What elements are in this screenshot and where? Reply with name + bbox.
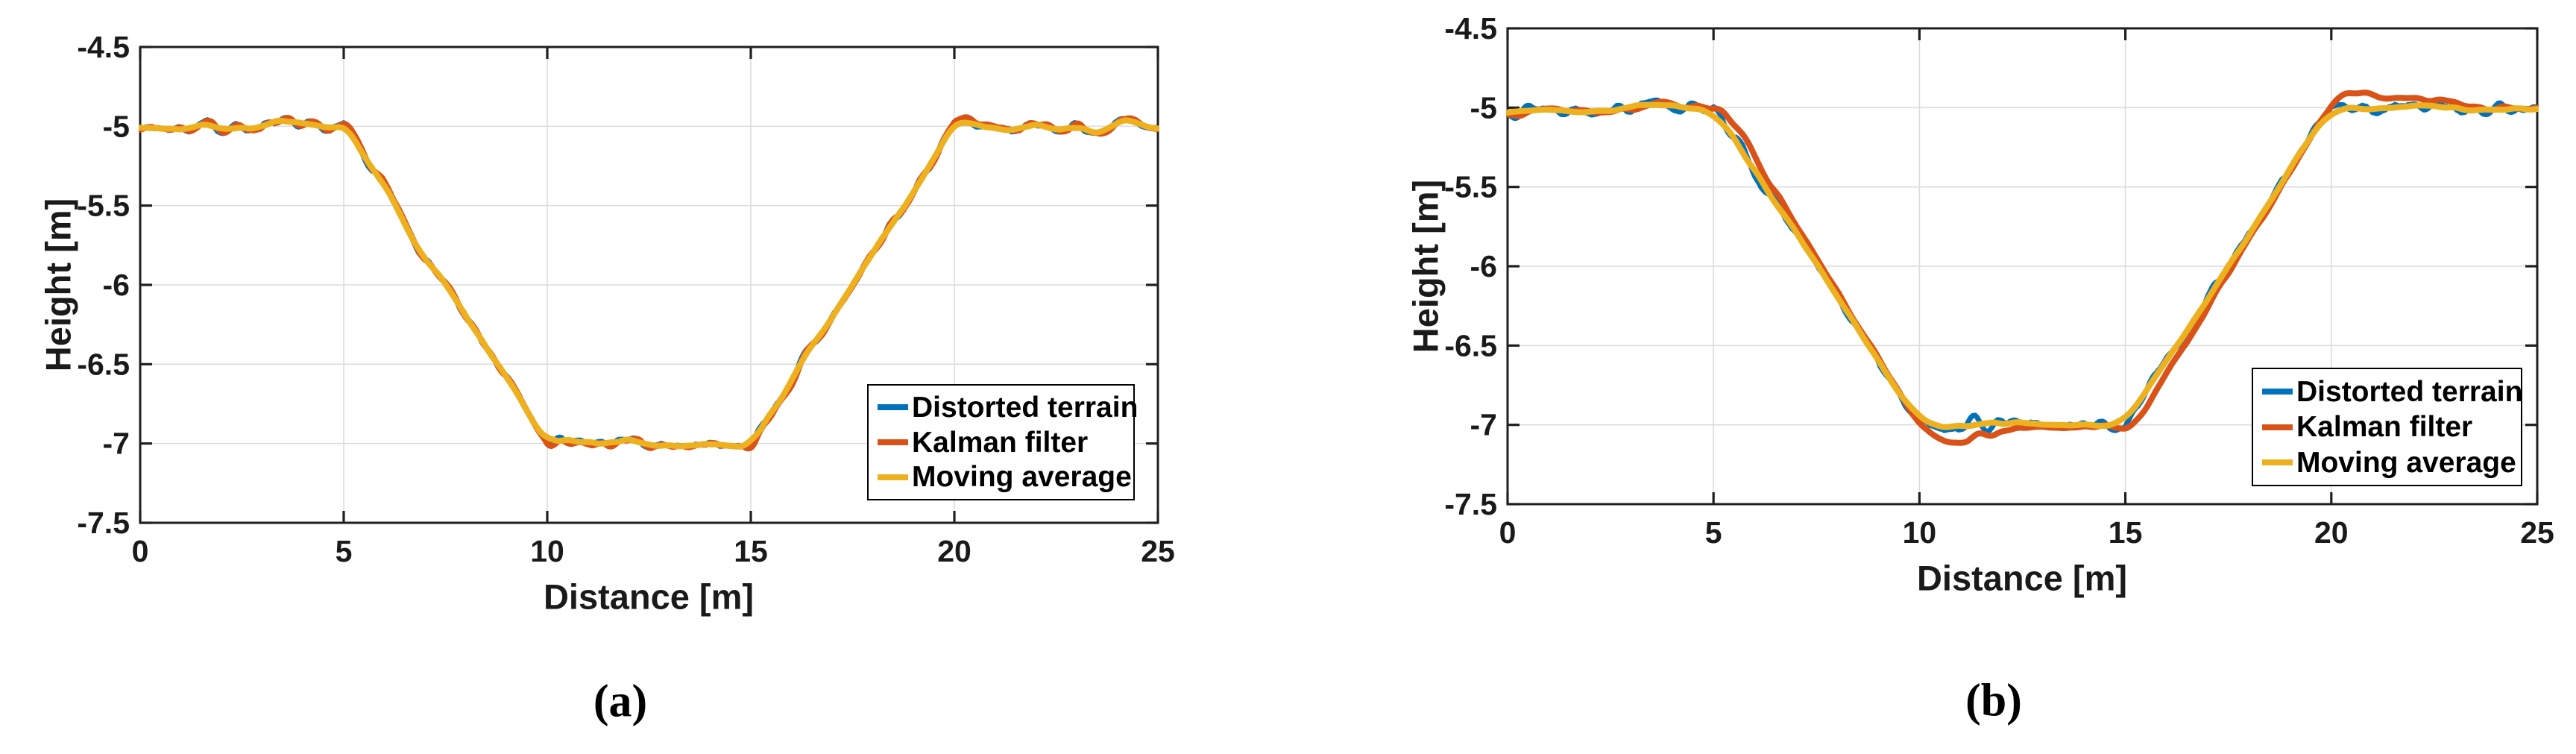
caption-a: (a)	[593, 676, 648, 727]
x-axis-label-b: Distance [m]	[1916, 558, 2128, 598]
y-tick-label: -6.5	[1444, 328, 1497, 362]
data-series-group	[1506, 89, 2539, 446]
y-tick-label: -7	[103, 427, 130, 461]
legend-item-kalman-filter: Kalman filter	[878, 428, 1129, 457]
x-tick-label: 15	[2109, 515, 2143, 550]
legend-item-moving-average: Moving average	[2262, 448, 2516, 477]
legend-b: Distorted terrain Kalman filter Moving a…	[2252, 368, 2522, 486]
legend-line-swatch-blue	[2262, 389, 2293, 395]
y-tick-label: -6.5	[77, 347, 130, 381]
x-tick-label: 5	[1705, 515, 1722, 550]
legend-line-swatch-blue	[878, 404, 908, 411]
legend-line-swatch-yellow	[878, 474, 908, 480]
x-tick-label: 25	[2520, 515, 2554, 550]
series-line-moving-average	[1506, 101, 2539, 430]
legend-label: Kalman filter	[912, 426, 1089, 459]
legend-label: Kalman filter	[2296, 411, 2473, 443]
x-tick-label: 20	[2314, 515, 2349, 550]
y-tick-label: -4.5	[77, 30, 130, 64]
series-line-moving-average	[139, 117, 1159, 450]
y-axis-label-b: Height [m]	[1405, 179, 1446, 354]
legend-label: Moving average	[2296, 446, 2516, 479]
y-axis-label-a: Height [m]	[38, 198, 78, 372]
y-tick-label: -6	[1470, 249, 1497, 283]
y-tick-label: -6	[103, 268, 130, 302]
y-tick-label: -7	[1470, 408, 1497, 442]
x-tick-label: 0	[1499, 515, 1517, 550]
legend-line-swatch-yellow	[2262, 459, 2293, 465]
x-tick-label: 20	[937, 534, 971, 568]
x-tick-label: 10	[530, 534, 564, 568]
x-tick-label: 10	[1903, 515, 1937, 550]
legend-item-distorted-terrain: Distorted terrain	[2262, 377, 2522, 406]
data-series-group	[139, 114, 1159, 452]
legend-label: Distorted terrain	[2296, 375, 2523, 408]
legend-a: Distorted terrain Kalman filter Moving a…	[867, 384, 1138, 500]
legend-item-moving-average: Moving average	[878, 461, 1132, 494]
x-tick-label: 0	[132, 534, 149, 568]
y-tick-label: -7.5	[77, 506, 130, 540]
y-tick-label: -5	[1470, 90, 1497, 125]
legend-item-kalman-filter: Kalman filter	[2262, 412, 2516, 442]
y-tick-label: -4.5	[1444, 11, 1497, 45]
x-tick-label: 25	[1141, 534, 1175, 568]
y-tick-label: -7.5	[1444, 487, 1497, 521]
y-tick-label: -5.5	[77, 189, 130, 223]
legend-item-distorted-terrain: Distorted terrain	[878, 393, 1138, 422]
legend-label: Distorted terrain	[912, 391, 1139, 424]
legend-line-swatch-orange	[2262, 424, 2293, 430]
x-tick-label: 15	[734, 534, 768, 568]
caption-b: (b)	[1965, 675, 2022, 726]
x-tick-label: 5	[336, 534, 353, 568]
y-tick-label: -5.5	[1444, 170, 1497, 204]
legend-label: Moving average	[912, 461, 1132, 494]
chart-panel-a: -4.5 -5 -5.5 -6 -6.5 -7 -7.50 5 10 15 20 25	[77, 30, 1174, 568]
y-tick-label: -5	[103, 109, 130, 143]
legend-line-swatch-orange	[878, 439, 908, 445]
x-axis-label-a: Distance [m]	[543, 577, 755, 617]
